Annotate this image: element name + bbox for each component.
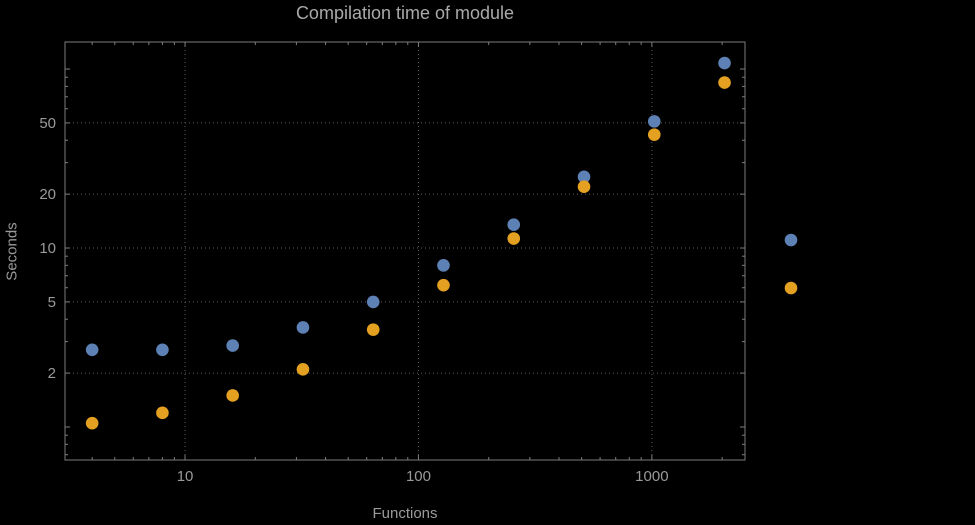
data-point-series-blue	[507, 218, 521, 231]
data-point-series-orange	[366, 323, 380, 336]
plot-frame	[64, 41, 746, 461]
legend-marker-blue	[784, 233, 798, 247]
data-point-series-orange	[85, 416, 99, 430]
y-tick-label: 10	[39, 240, 56, 257]
y-axis-label: Seconds	[3, 222, 21, 281]
data-point-series-orange	[647, 128, 661, 141]
y-tick-label: 5	[48, 294, 56, 311]
data-point-series-orange	[156, 406, 169, 420]
data-point-series-blue	[437, 259, 450, 272]
data-point-series-orange	[577, 180, 591, 194]
x-axis-label: Functions	[372, 505, 438, 522]
chart-title: Compilation time of module	[295, 3, 515, 23]
data-point-series-blue	[226, 339, 239, 352]
data-point-series-blue	[647, 115, 661, 128]
data-point-series-blue	[366, 295, 380, 309]
data-point-series-orange	[718, 76, 731, 89]
data-point-series-orange	[437, 278, 450, 292]
data-point-series-blue	[296, 321, 310, 334]
data-point-series-orange	[226, 389, 239, 402]
data-point-series-blue	[577, 170, 591, 184]
data-point-series-blue	[156, 343, 169, 357]
data-point-series-orange	[507, 232, 521, 245]
data-point-series-orange	[296, 363, 310, 376]
legend-marker-orange	[784, 281, 798, 295]
x-tick-label: 100	[406, 468, 431, 485]
data-point-series-blue	[85, 343, 99, 357]
y-tick-label: 2	[48, 365, 56, 382]
y-tick-label: 20	[39, 186, 56, 203]
x-tick-label: 10	[177, 468, 194, 485]
data-point-series-blue	[718, 56, 731, 70]
y-tick-label: 50	[39, 115, 56, 132]
x-tick-label: 1000	[635, 468, 668, 485]
